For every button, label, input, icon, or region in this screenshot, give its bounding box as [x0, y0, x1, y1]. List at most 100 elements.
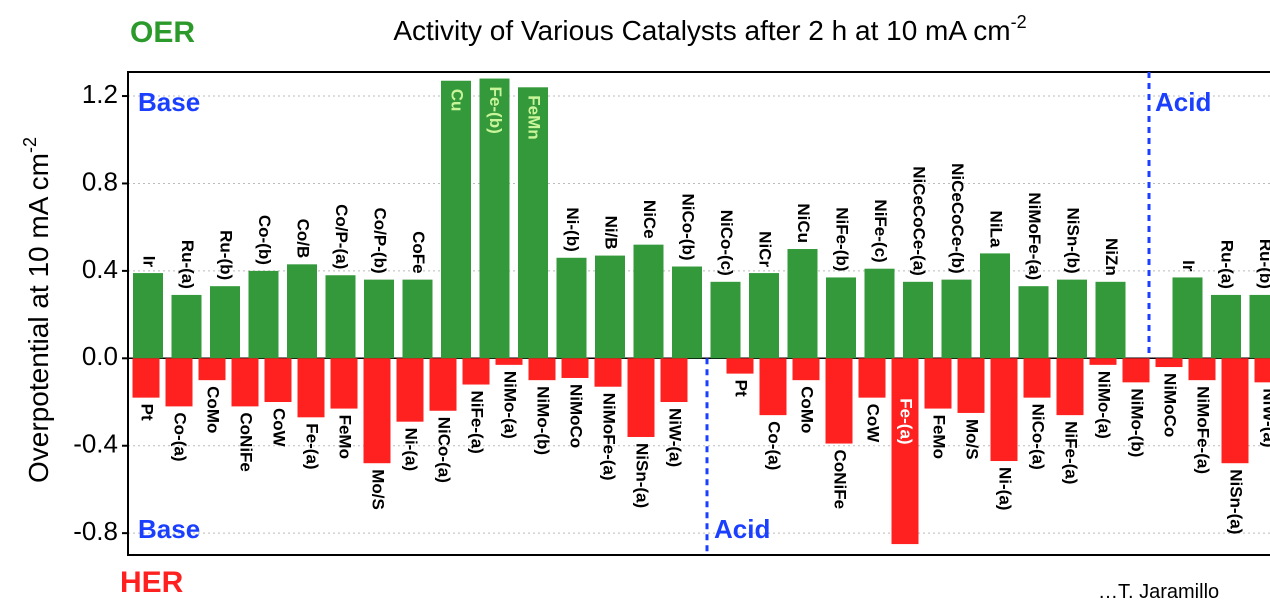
bar-label: Ru-(b) [217, 230, 236, 280]
bar-label: NiLa [987, 211, 1006, 248]
bar [990, 358, 1018, 462]
bar [363, 358, 391, 464]
bar-label: NiFe-(b) [833, 207, 852, 271]
bar [210, 286, 240, 359]
bar-label: NiW-(a) [666, 408, 685, 467]
bar [561, 358, 589, 378]
bar [556, 257, 587, 359]
bar-label: CoW [864, 404, 883, 444]
bar [864, 268, 895, 359]
bar [364, 279, 394, 359]
bar-label: Ru-(a) [1218, 240, 1237, 289]
bar-label: Pt [732, 380, 751, 397]
bar [941, 279, 972, 359]
bar-label: Ni/B [602, 216, 621, 250]
bar [826, 277, 856, 359]
bar-label: Ni-(a) [402, 428, 421, 471]
bar [132, 358, 160, 398]
bar [787, 249, 818, 359]
bar [759, 358, 787, 416]
bar [726, 358, 754, 374]
bar [858, 358, 886, 398]
bar-label: Ir [1179, 260, 1198, 272]
y-label-sup: -2 [20, 137, 40, 153]
bar-label: Co/P-(b) [371, 208, 390, 274]
bar-label: Co/B [294, 219, 313, 259]
bar [248, 270, 279, 359]
bar [1023, 358, 1051, 398]
bar [441, 80, 471, 359]
y-axis-label: Overpotential at 10 mA cm-2 [20, 137, 54, 483]
bar-label: NiCo-(c) [717, 210, 736, 276]
bar-label: NiMo-(b) [534, 386, 553, 455]
bar [165, 358, 193, 407]
y-tick-label: -0.4 [73, 429, 118, 459]
title-main: Activity of Various Catalysts after 2 h … [393, 15, 1010, 46]
bar-label: NiMoCo [1161, 373, 1180, 437]
bar-label: Fe-(a) [303, 423, 322, 469]
bar [198, 358, 226, 381]
bar [518, 87, 548, 359]
bar [825, 358, 853, 444]
bar-label: NiMo-(a) [501, 371, 520, 439]
bar-label: NiCr [756, 231, 775, 267]
bar [429, 358, 457, 411]
bar-label: NiSn-(a) [1227, 469, 1246, 534]
bar-label: NiCo-(a) [1029, 404, 1048, 470]
bar [660, 358, 688, 403]
bar-label: Co/P-(a) [332, 204, 351, 269]
bar-label: NiFe-(a) [1062, 421, 1081, 484]
bar-label: CoMo [798, 386, 817, 433]
bar-label: Mo/S [369, 469, 388, 510]
bar-label: Ni-(b) [563, 207, 582, 251]
bar [710, 281, 741, 359]
bar-label: Co-(b) [255, 215, 274, 265]
bar [287, 264, 317, 359]
bar [1057, 279, 1087, 359]
bar-label: NiCo-(b) [679, 193, 698, 260]
bar [594, 358, 622, 387]
region-label: Acid [714, 514, 770, 544]
region-label: Base [138, 514, 200, 544]
bar [792, 358, 820, 381]
bar [171, 294, 202, 359]
credit: …T. Jaramillo [1098, 581, 1219, 603]
bar [1155, 358, 1183, 368]
plot-frame [127, 71, 1270, 556]
oer-label: OER [130, 16, 195, 49]
y-tick-label: 0.8 [82, 166, 118, 196]
bar [595, 255, 625, 359]
bar-label: Ni-(a) [996, 467, 1015, 510]
bar [402, 279, 433, 359]
bar [330, 358, 358, 409]
bar [749, 273, 779, 359]
bar-label: NiCo-(a) [435, 417, 454, 483]
bar-label: NiFe-(c) [871, 199, 890, 262]
bar [1221, 358, 1249, 464]
bar [1095, 281, 1126, 359]
bar [1089, 358, 1117, 365]
y-tick-label: 0.0 [82, 341, 118, 371]
bar [924, 358, 952, 409]
bar [1018, 286, 1049, 359]
bar [1254, 358, 1270, 383]
bar-label: Fe-(b) [486, 87, 505, 134]
bar [325, 275, 356, 359]
bar [980, 253, 1010, 359]
bar-label: NiSn-(a) [633, 443, 652, 508]
bar-label: Ru-(a) [178, 240, 197, 289]
bar-label: CoMo [204, 386, 223, 433]
bar [479, 78, 510, 359]
bar [297, 358, 325, 418]
region-label: Base [138, 87, 200, 117]
bar [903, 281, 933, 359]
region-label: Acid [1155, 87, 1211, 117]
bar [1188, 358, 1216, 381]
bar-label: FeMo [930, 415, 949, 459]
bar-label: Ru-(b) [1256, 239, 1270, 289]
bar [1249, 294, 1270, 359]
bar-label: NiZn [1102, 238, 1121, 276]
bar-label: Cu [448, 89, 467, 112]
bar-label: CoNiFe [831, 450, 850, 510]
bar-label: NiCeCoCe-(b) [948, 163, 967, 274]
